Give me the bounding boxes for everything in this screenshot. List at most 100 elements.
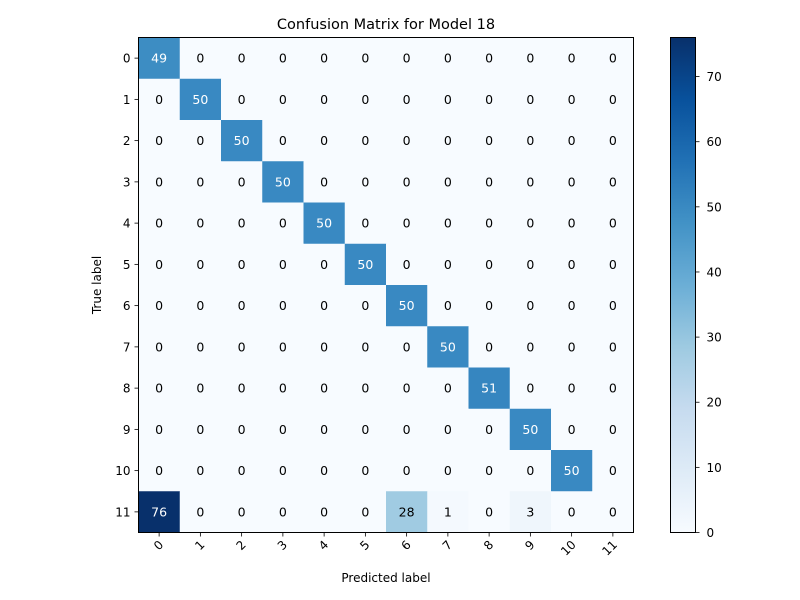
heatmap-cell <box>344 161 387 203</box>
cell-value-label: 0 <box>609 174 617 189</box>
heatmap-cell <box>468 37 511 80</box>
cell-value-label: 0 <box>444 51 452 66</box>
cell-value-label: 0 <box>485 298 493 313</box>
cell-value-label: 0 <box>320 133 328 148</box>
heatmap-cell <box>344 326 387 368</box>
heatmap-cell <box>386 78 428 121</box>
cell-value-label: 0 <box>279 504 287 519</box>
heatmap-cell <box>138 491 181 533</box>
heatmap-cell <box>303 408 346 451</box>
heatmap-cell <box>509 37 552 80</box>
heatmap-cell <box>592 161 634 203</box>
colorbar-tick-label: 70 <box>707 70 722 84</box>
cell-value-label: 50 <box>564 463 580 478</box>
heatmap-cell <box>303 78 346 121</box>
heatmap-cell <box>509 326 552 368</box>
y-tick-label: 2 <box>123 134 131 148</box>
heatmap-cell <box>386 243 428 286</box>
cell-value-label: 0 <box>403 381 411 396</box>
cell-value-label: 0 <box>526 133 534 148</box>
heatmap-cell <box>221 285 263 327</box>
heatmap-cell <box>303 120 346 162</box>
heatmap-cell <box>468 161 511 203</box>
cell-value-label: 50 <box>234 133 250 148</box>
heatmap-cell <box>509 491 552 533</box>
heatmap-cell <box>262 37 304 80</box>
colorbar-tick-label: 20 <box>707 396 722 410</box>
heatmap-cell <box>592 120 634 162</box>
heatmap-cell <box>551 78 593 121</box>
heatmap-cell <box>138 408 181 451</box>
cell-value-label: 0 <box>238 51 246 66</box>
heatmap-cell <box>509 367 552 410</box>
heatmap-cell <box>427 367 469 410</box>
heatmap-cell <box>551 161 593 203</box>
x-tick-label: 1 <box>192 538 207 553</box>
cell-value-label: 0 <box>444 381 452 396</box>
cell-value-label: 0 <box>485 216 493 231</box>
cell-value-label: 0 <box>568 216 576 231</box>
cell-value-label: 0 <box>485 504 493 519</box>
cell-value-label: 0 <box>238 174 246 189</box>
heatmap-cell <box>344 285 387 327</box>
heatmap-cell <box>221 450 263 492</box>
heatmap-cell <box>386 367 428 410</box>
x-tick-label: 10 <box>558 538 579 559</box>
y-axis-label: True label <box>90 256 104 315</box>
heatmap-cell <box>509 120 552 162</box>
heatmap-cell <box>468 408 511 451</box>
cell-value-label: 0 <box>526 51 534 66</box>
y-tick-label: 5 <box>123 258 131 272</box>
heatmap-cell <box>138 202 181 245</box>
heatmap-cell <box>221 37 263 80</box>
heatmap-cell <box>221 243 263 286</box>
heatmap-cell <box>221 120 263 162</box>
cell-value-label: 0 <box>485 422 493 437</box>
heatmap-cell <box>592 326 634 368</box>
x-tick-label: 2 <box>233 538 248 553</box>
heatmap-cell <box>262 78 304 121</box>
heatmap-cell <box>427 491 469 533</box>
heatmap-cell <box>468 326 511 368</box>
heatmap-cell <box>592 367 634 410</box>
cell-value-label: 0 <box>361 463 369 478</box>
x-tick-label: 8 <box>481 538 496 553</box>
cell-value-label: 0 <box>403 51 411 66</box>
heatmap-cell <box>303 491 346 533</box>
cell-value-label: 0 <box>155 257 163 272</box>
heatmap-cell <box>427 37 469 80</box>
heatmap-cell <box>262 202 304 245</box>
x-tick-label: 3 <box>275 538 290 553</box>
cell-value-label: 0 <box>279 463 287 478</box>
cell-value-label: 0 <box>568 174 576 189</box>
heatmap-cell <box>468 243 511 286</box>
y-tick-label: 3 <box>123 175 131 189</box>
colorbar-tick-label: 50 <box>707 200 722 214</box>
cell-value-label: 0 <box>609 216 617 231</box>
heatmap-cells <box>138 37 634 533</box>
x-tick-label: 11 <box>599 538 620 559</box>
heatmap-cell <box>262 120 304 162</box>
heatmap-cell <box>592 37 634 80</box>
cell-value-label: 0 <box>155 463 163 478</box>
cell-value-label: 0 <box>238 216 246 231</box>
heatmap-cell <box>427 450 469 492</box>
cell-value-label: 0 <box>609 381 617 396</box>
cell-value-label: 50 <box>192 92 208 107</box>
heatmap-cell <box>592 491 634 533</box>
cell-value-label: 0 <box>403 463 411 478</box>
heatmap-cell <box>427 243 469 286</box>
cell-value-label: 0 <box>609 339 617 354</box>
cell-value-label: 0 <box>403 92 411 107</box>
cell-value-label: 0 <box>196 51 204 66</box>
x-tick-label: 7 <box>440 538 455 553</box>
colorbar-tick-label: 40 <box>707 265 722 279</box>
x-tick-label: 9 <box>522 538 537 553</box>
cell-value-label: 0 <box>568 257 576 272</box>
heatmap-cell <box>468 491 511 533</box>
heatmap-cell-labels: 49 0 0 0 0 0 0 0 0 0 0 0 0 50 0 0 0 0 0 0 0 0 0 0 0 0 50 0 0 0 0 0 0 0 0 0 0… <box>151 51 617 520</box>
heatmap-cell <box>138 326 181 368</box>
cell-value-label: 49 <box>151 51 167 66</box>
cell-value-label: 0 <box>485 51 493 66</box>
cell-value-label: 0 <box>320 381 328 396</box>
